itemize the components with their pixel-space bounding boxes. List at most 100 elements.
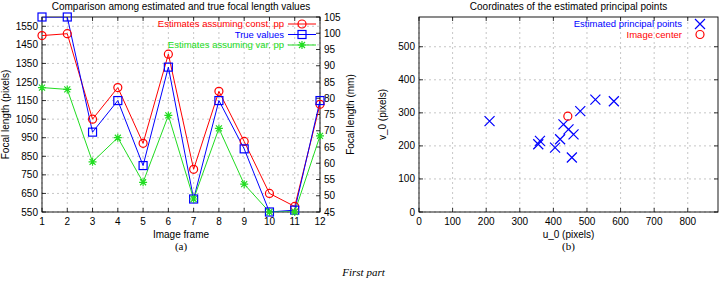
- tick-label: 400: [545, 216, 562, 227]
- tick-label: 650: [21, 188, 38, 199]
- tick-label: 800: [679, 216, 696, 227]
- tick-label: 11: [290, 216, 301, 227]
- legend-label: True values: [235, 29, 285, 40]
- markers: [38, 13, 324, 216]
- data-point: [485, 116, 495, 126]
- grid-line: [42, 82, 320, 83]
- series-line: [42, 17, 320, 212]
- data-point: [89, 115, 97, 123]
- data-point: [265, 208, 273, 216]
- data-point: [190, 195, 198, 203]
- axis-label: Focal length (mm): [345, 74, 356, 155]
- tick-mark: [316, 179, 320, 180]
- tick-mark: [316, 163, 320, 164]
- tick-mark: [42, 44, 46, 45]
- data-point: [240, 145, 248, 153]
- data-point: [316, 132, 324, 140]
- axis-label: Focal length (pixels): [0, 70, 11, 159]
- tick-label: 1050: [16, 114, 39, 125]
- tick-label: 85: [324, 77, 336, 88]
- grid-line: [419, 46, 718, 47]
- tick-label: 950: [21, 132, 38, 143]
- grid-line: [486, 17, 487, 212]
- tick-label: 100: [398, 173, 415, 184]
- data-point: [535, 136, 545, 146]
- data-point: [38, 32, 46, 40]
- tick-mark: [486, 17, 487, 21]
- tick-label: 8: [216, 216, 222, 227]
- data-point: [164, 50, 172, 58]
- tick-label: 400: [398, 74, 415, 85]
- tick-label: 9: [241, 216, 247, 227]
- data-point: [38, 84, 46, 92]
- tick-mark: [316, 33, 320, 34]
- tick-label: 300: [511, 216, 528, 227]
- tick-label: 0: [409, 207, 415, 218]
- grid-line: [419, 178, 718, 179]
- tick-label: 1350: [16, 58, 39, 69]
- data-point: [215, 124, 223, 132]
- data-point: [240, 180, 248, 188]
- tick-mark: [419, 178, 423, 179]
- series-line: [42, 88, 320, 212]
- axis-label: u_0 (pixels): [543, 229, 595, 240]
- tick-label: 55: [324, 174, 336, 185]
- tick-mark: [316, 65, 320, 66]
- tick-mark: [519, 208, 520, 212]
- data-point: [555, 134, 565, 144]
- legend-label: Estimates assuming var. pp: [168, 39, 284, 50]
- tick-label: 65: [324, 142, 336, 153]
- grid-line: [42, 63, 320, 64]
- tick-mark: [419, 112, 423, 113]
- tick-mark: [117, 208, 118, 212]
- tick-mark: [654, 208, 655, 212]
- chart-title: Comparison among estimated and true foca…: [52, 1, 310, 12]
- tick-mark: [42, 82, 46, 83]
- legend-marker: [298, 31, 306, 39]
- tick-mark: [92, 17, 93, 21]
- tick-label: 75: [324, 109, 336, 120]
- chart-scatter: Coordinates of the estimated principal p…: [377, 1, 718, 253]
- series-line: [42, 34, 320, 207]
- grid-line: [452, 17, 453, 212]
- tick-mark: [316, 49, 320, 50]
- tick-label: 105: [324, 12, 341, 23]
- data-point: [89, 128, 97, 136]
- chart-line: Comparison among estimated and true foca…: [0, 1, 356, 253]
- data-point: [139, 162, 147, 170]
- tick-mark: [486, 208, 487, 212]
- tick-label: 90: [324, 60, 336, 71]
- tick-mark: [42, 137, 46, 138]
- tick-mark: [42, 26, 46, 27]
- tick-label: 5: [140, 216, 146, 227]
- tick-label: 1550: [16, 21, 39, 32]
- tick-label: 45: [324, 207, 336, 218]
- tick-mark: [316, 130, 320, 131]
- legend-marker: [298, 41, 306, 49]
- tick-mark: [143, 208, 144, 212]
- tick-label: 2: [64, 216, 70, 227]
- data-point: [63, 13, 71, 21]
- data-point: [265, 189, 273, 197]
- data-point: [240, 137, 248, 145]
- tick-mark: [143, 17, 144, 21]
- tick-mark: [42, 174, 46, 175]
- legend-line: [288, 24, 316, 25]
- data-point: [564, 112, 572, 120]
- tick-label: 0: [416, 216, 422, 227]
- data-point: [569, 129, 579, 139]
- tick-mark: [42, 193, 46, 194]
- tick-mark: [193, 208, 194, 212]
- tick-mark: [687, 208, 688, 212]
- plot-frame: [419, 17, 718, 212]
- tick-mark: [316, 98, 320, 99]
- tick-label: 700: [646, 216, 663, 227]
- legend-line: [288, 34, 316, 35]
- data-point: [316, 97, 324, 105]
- tick-label: 60: [324, 158, 336, 169]
- tick-label: 10: [264, 216, 276, 227]
- tick-mark: [553, 208, 554, 212]
- tick-mark: [294, 17, 295, 21]
- data-point: [190, 195, 198, 203]
- tick-label: 100: [324, 28, 341, 39]
